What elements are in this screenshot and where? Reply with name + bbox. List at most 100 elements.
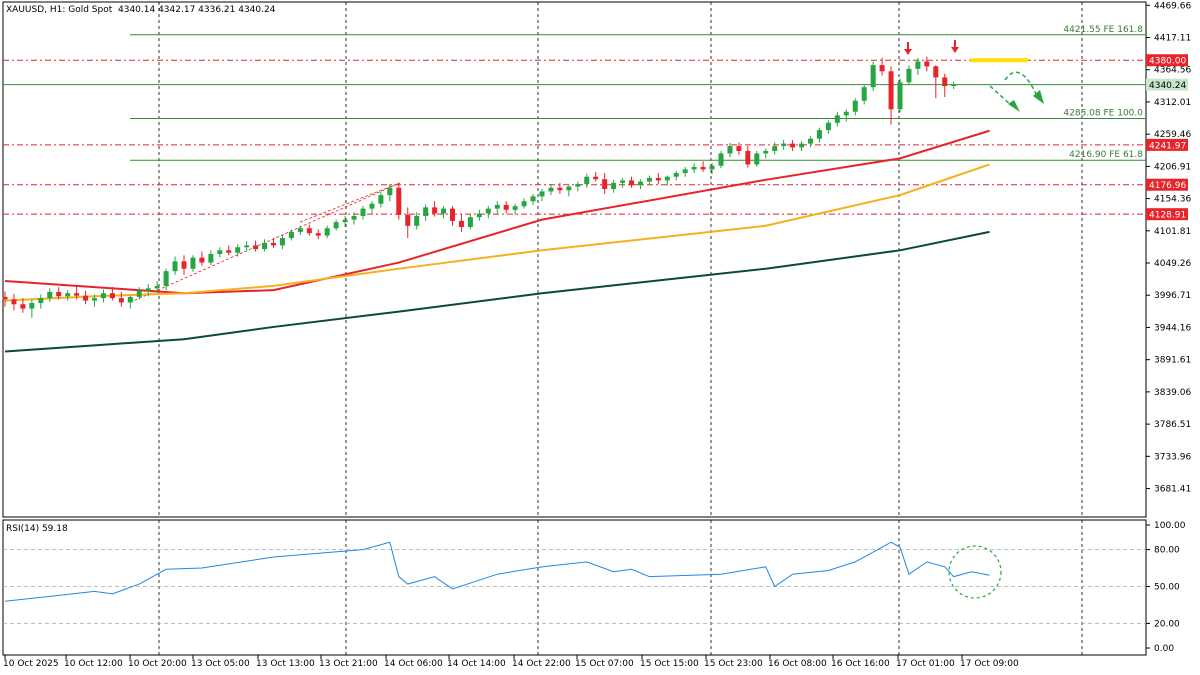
candle: [781, 139, 787, 150]
down-arrow-icon: [904, 49, 912, 55]
price-tag-label: 4128.91: [1149, 211, 1186, 221]
price-tick-label: 4101.81: [1154, 227, 1191, 237]
candle: [682, 166, 688, 177]
candle: [181, 255, 187, 275]
candle-body: [145, 288, 151, 291]
candle: [521, 198, 527, 209]
candle-body: [816, 130, 822, 139]
candle-body: [521, 201, 527, 207]
time-tick-label: 15 Oct 15:00: [640, 659, 699, 669]
time-tick-label: 14 Oct 22:00: [512, 659, 571, 669]
moving-average-line: [4, 163, 990, 302]
candle: [47, 288, 53, 302]
candle: [620, 177, 626, 188]
time-tick-label: 17 Oct 09:00: [960, 659, 1019, 669]
candle-body: [646, 177, 652, 182]
candle: [154, 280, 160, 294]
time-tick-label: 17 Oct 01:00: [896, 659, 955, 669]
price-tag-label: 4176.96: [1149, 181, 1186, 191]
candle-body: [557, 187, 563, 191]
candle: [718, 150, 724, 169]
price-tag-label: 4241.97: [1149, 141, 1186, 151]
time-tick-label: 10 Oct 20:00: [128, 659, 187, 669]
candle: [92, 294, 97, 307]
candle: [432, 201, 438, 217]
candle: [906, 65, 912, 85]
candle: [441, 206, 447, 219]
candle: [512, 203, 518, 215]
candle: [476, 209, 482, 221]
candle-body: [190, 257, 196, 269]
candle: [342, 215, 348, 228]
candle: [29, 299, 35, 318]
candle: [38, 294, 44, 309]
candle-body: [861, 87, 867, 101]
candle-body: [458, 220, 464, 228]
candle-body: [503, 204, 509, 210]
price-tick-label: 4469.66: [1154, 1, 1191, 11]
chart-ohlc: 4340.14 4342.17 4336.21 4340.24: [118, 5, 276, 15]
candle-body: [199, 257, 205, 263]
candle-body: [834, 115, 840, 123]
candle-body: [288, 231, 294, 239]
candle: [637, 179, 643, 189]
time-tick-label: 16 Oct 16:00: [831, 659, 890, 669]
candle: [539, 188, 545, 202]
candle-body: [584, 176, 590, 185]
candle: [262, 239, 268, 252]
candle-body: [253, 245, 259, 250]
price-tick-label: 4259.46: [1154, 130, 1191, 140]
rsi-tick-label: 80.00: [1154, 546, 1180, 556]
price-tag: [1146, 208, 1188, 221]
candle-body: [494, 204, 500, 209]
candle-body: [378, 195, 384, 204]
rsi-highlight-circle: [948, 545, 1002, 599]
fib-level-label: 4216.90 FE 61.8: [1069, 150, 1143, 160]
candle: [834, 111, 840, 127]
candle-body: [763, 150, 769, 154]
candle: [414, 212, 420, 230]
candle-body: [38, 298, 44, 304]
candle: [297, 225, 303, 235]
candle: [727, 143, 733, 158]
candle: [485, 206, 491, 219]
time-tick-label: 13 Oct 05:00: [191, 659, 250, 669]
candle-body: [915, 61, 921, 69]
candle-body: [423, 207, 429, 216]
candle: [467, 214, 473, 230]
candle: [772, 142, 778, 155]
price-tick-label: 4364.56: [1154, 66, 1191, 76]
candle-body: [602, 179, 608, 189]
candle: [915, 57, 921, 75]
candle: [933, 65, 939, 99]
price-tick-label: 3733.96: [1154, 452, 1191, 462]
candle-body: [718, 153, 724, 166]
price-tick-label: 3996.71: [1154, 291, 1191, 301]
candle: [118, 291, 124, 307]
candle: [673, 170, 679, 181]
candle-body: [548, 187, 554, 192]
candle-body: [56, 291, 62, 297]
time-tick-label: 13 Oct 21:00: [319, 659, 378, 669]
candle: [870, 61, 876, 91]
candle-body: [369, 203, 375, 209]
rsi-pane: [2, 519, 1147, 656]
candle: [691, 163, 697, 174]
candle: [244, 241, 250, 252]
candle-body: [727, 146, 733, 154]
candle-body: [271, 242, 276, 246]
candle-body: [163, 271, 169, 286]
candle-body: [396, 187, 402, 215]
candle-body: [217, 250, 223, 254]
time-tick-label: 14 Oct 14:00: [447, 659, 506, 669]
candle-body: [682, 169, 688, 174]
candle: [405, 207, 411, 239]
candle-body: [700, 166, 706, 170]
candle: [387, 184, 393, 202]
current-price-label: 4340.24: [1149, 81, 1186, 91]
rsi-tick-label: 100.00: [1154, 521, 1186, 531]
rsi-tick-label: 0.00: [1154, 644, 1174, 654]
candle-body: [74, 293, 80, 296]
candle-body: [825, 122, 831, 131]
candle: [825, 120, 831, 134]
